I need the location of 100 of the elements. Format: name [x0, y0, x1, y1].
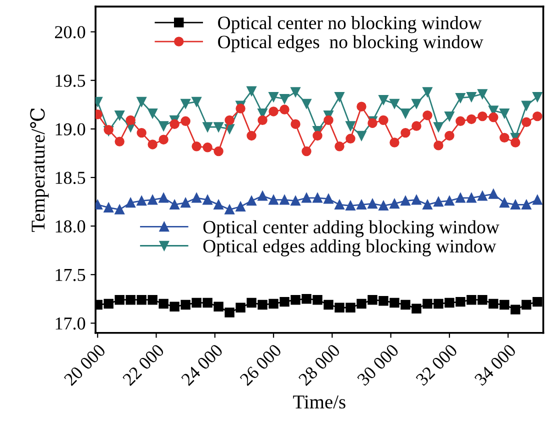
- point: [346, 302, 356, 312]
- point: [280, 94, 290, 104]
- point: [170, 302, 180, 312]
- point: [356, 200, 366, 210]
- point: [126, 115, 136, 126]
- point: [334, 142, 344, 152]
- point: [114, 110, 124, 120]
- point: [356, 130, 366, 141]
- point: [488, 112, 498, 122]
- x-axis-title: Time/s: [293, 395, 346, 409]
- point: [500, 198, 510, 208]
- point: [202, 298, 212, 308]
- point: [378, 115, 388, 126]
- point: [456, 93, 466, 103]
- point: [214, 302, 224, 312]
- point: [114, 136, 124, 146]
- point: [224, 308, 234, 318]
- point: [356, 298, 366, 309]
- point: [268, 298, 278, 309]
- y-tick-label: 19.0: [56, 123, 86, 136]
- point: [290, 196, 300, 206]
- point: [500, 132, 510, 143]
- point: [368, 198, 378, 209]
- point: [202, 194, 212, 205]
- point: [378, 94, 388, 105]
- point: [456, 116, 466, 126]
- legend-label: Optical center no blocking window: [218, 16, 482, 34]
- point: [522, 117, 532, 127]
- y-tick-label: 18.5: [56, 172, 86, 184]
- point: [158, 193, 168, 203]
- point: [302, 146, 312, 156]
- point: [346, 121, 356, 131]
- point: [302, 193, 312, 203]
- point: [280, 296, 290, 307]
- point: [258, 115, 268, 126]
- point: [346, 200, 356, 211]
- legend-label: Optical edges adding blocking window: [203, 239, 496, 256]
- point: [148, 108, 158, 118]
- x-tick-label: 20 000: [63, 343, 106, 386]
- point: [532, 194, 542, 205]
- point: [324, 300, 334, 310]
- y-tick-label: 18.0: [56, 220, 86, 233]
- point: [488, 298, 498, 309]
- point: [302, 294, 312, 304]
- point: [522, 300, 532, 310]
- point: [522, 200, 532, 210]
- y-axis-title: Temperature/℃: [30, 108, 49, 232]
- point: [246, 130, 256, 141]
- point: [236, 302, 246, 312]
- x-tick-label: 28 000: [298, 343, 341, 386]
- point: [412, 304, 422, 314]
- point: [500, 108, 510, 118]
- point: [180, 198, 190, 208]
- point: [532, 296, 542, 307]
- point: [510, 138, 520, 148]
- legend-label: Optical edges no blocking window: [218, 35, 484, 52]
- point: [114, 295, 124, 305]
- point: [522, 100, 532, 110]
- point: [478, 191, 488, 201]
- point: [136, 196, 146, 206]
- point: [466, 92, 476, 102]
- point: [268, 106, 278, 116]
- point: [158, 121, 168, 131]
- point: [532, 92, 542, 102]
- point: [136, 295, 146, 305]
- point: [478, 295, 488, 305]
- point: [148, 140, 158, 150]
- point: [192, 298, 202, 308]
- point: [268, 194, 278, 205]
- point: [126, 295, 136, 305]
- point: [478, 89, 488, 99]
- point: [290, 87, 300, 97]
- x-tick-label: 34 000: [474, 343, 517, 386]
- point: [434, 298, 444, 309]
- x-tick-label: 32 000: [415, 343, 458, 386]
- point: [422, 200, 432, 210]
- point: [500, 300, 510, 310]
- point: [390, 298, 400, 308]
- point: [510, 200, 520, 210]
- point: [180, 98, 190, 109]
- point: [224, 115, 234, 126]
- point: [268, 92, 278, 102]
- point: [170, 119, 180, 129]
- point: [312, 193, 322, 203]
- point: [444, 298, 454, 308]
- point: [280, 104, 290, 114]
- point: [444, 130, 454, 141]
- point: [466, 114, 476, 124]
- point: [466, 193, 476, 203]
- point: [148, 295, 158, 305]
- point: [412, 121, 422, 131]
- point: [302, 98, 312, 109]
- point: [236, 202, 246, 212]
- y-tick-label: 19.5: [56, 74, 86, 87]
- x-tick-label: 22 000: [122, 343, 165, 386]
- point: [202, 122, 212, 132]
- point: [192, 193, 202, 203]
- point: [434, 122, 444, 132]
- point: [510, 304, 520, 314]
- point: [192, 96, 202, 107]
